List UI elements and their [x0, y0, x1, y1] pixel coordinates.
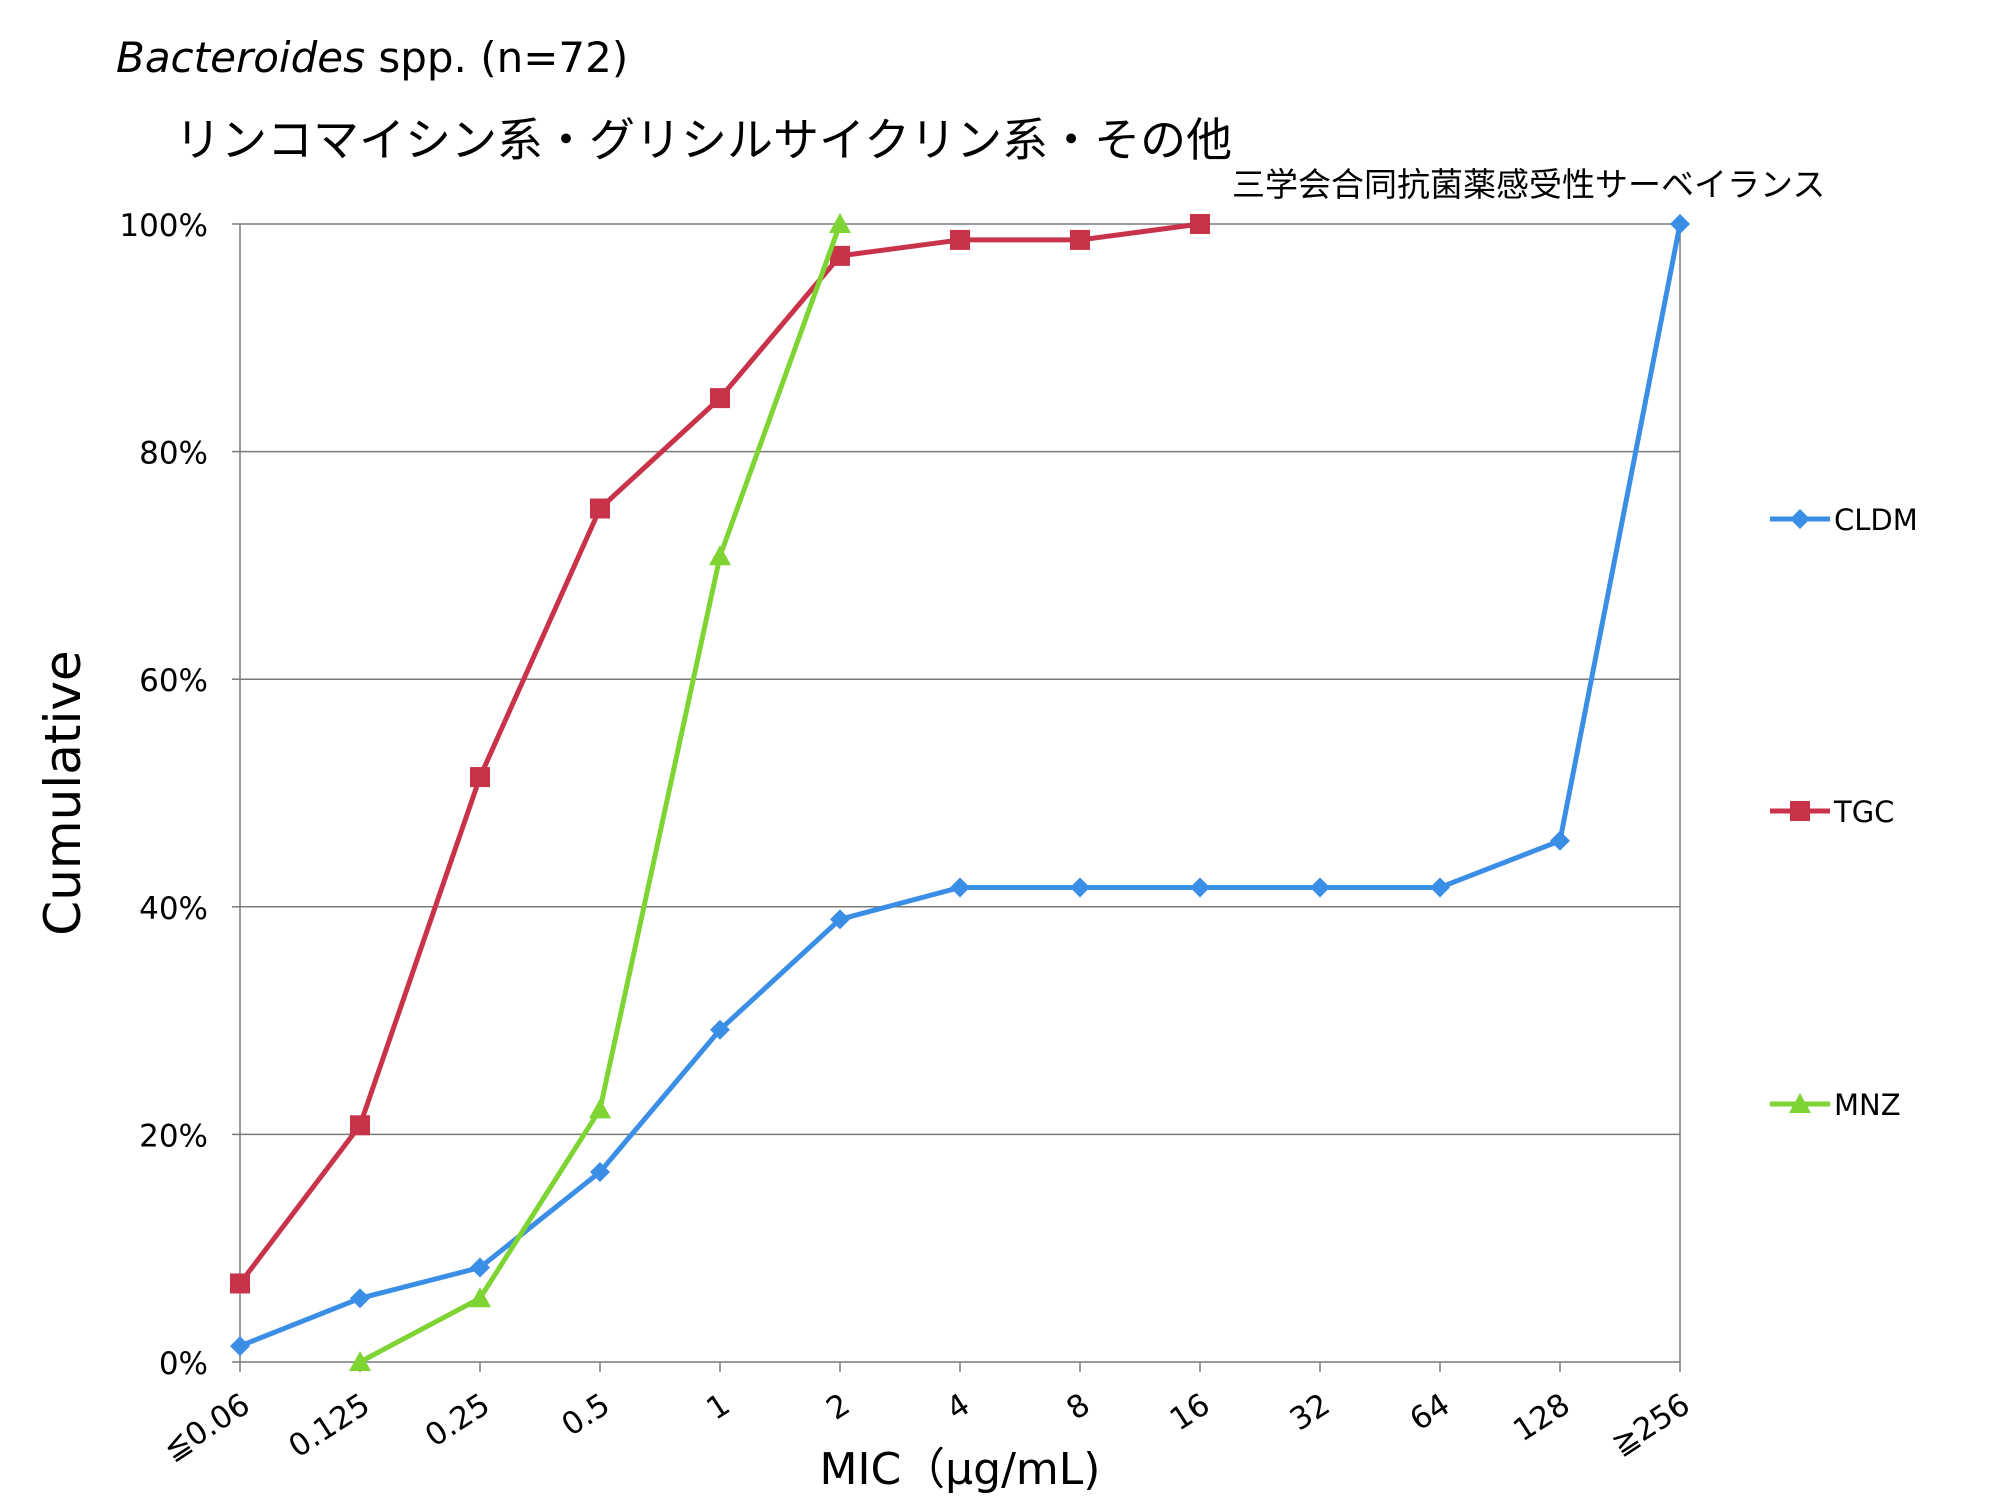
data-point-mnz [709, 545, 731, 566]
data-point-tgc [1190, 214, 1210, 234]
x-tick-label: 8 [1060, 1387, 1096, 1428]
plot-area: 0% 20% 40% 60% 80% 100% ≦0.06 0.125 0.25 0.5 1 2 4 8… [119, 208, 1696, 1468]
data-point-tgc [350, 1115, 370, 1136]
data-point-cldm [350, 1288, 370, 1309]
data-point-cldm [590, 1161, 610, 1182]
data-point-cldm [950, 877, 970, 898]
y-tick-label: 100% [119, 208, 208, 244]
chart-title-italic: Bacteroides [116, 33, 365, 82]
data-point-tgc [470, 767, 490, 788]
data-point-cldm [1310, 877, 1330, 898]
data-point-cldm [830, 909, 850, 930]
legend-swatch-marker [1789, 1093, 1811, 1113]
x-tick-label: 0.5 [555, 1387, 616, 1444]
data-point-mnz [589, 1098, 611, 1119]
source-note: 三学会合同抗菌薬感受性サーベイランス [1232, 165, 1825, 204]
y-tick-label: 60% [139, 663, 208, 699]
x-tick-label: 0.125 [282, 1387, 376, 1466]
y-tick-label: 80% [139, 436, 208, 472]
data-point-tgc [950, 229, 970, 250]
data-point-tgc [590, 498, 610, 519]
legend-swatch-marker [1790, 801, 1810, 821]
data-point-cldm [470, 1257, 490, 1278]
data-point-cldm [1190, 877, 1210, 898]
y-axis-ticks: 0% 20% 40% 60% 80% 100% [119, 208, 240, 1382]
legend-item-tgc: TGC [1770, 795, 1894, 829]
chart-title-plain: spp. (n=72) [365, 33, 628, 82]
data-point-cldm [1670, 214, 1690, 234]
x-tick-label: 4 [940, 1387, 976, 1428]
series-line-mnz [358, 223, 843, 1365]
series-mnz [349, 213, 851, 1371]
gridlines [240, 450, 1680, 1136]
series-line-cldm [239, 223, 1683, 1349]
data-point-cldm [710, 1019, 730, 1040]
y-axis-label: Cumulative [34, 650, 92, 935]
x-tick-label: 16 [1164, 1387, 1217, 1439]
data-point-tgc [830, 245, 850, 266]
data-point-tgc [230, 1273, 250, 1294]
x-tick-label: ≧256 [1605, 1387, 1696, 1464]
data-point-cldm [1550, 830, 1570, 851]
chart-title: Bacteroides spp. (n=72) [116, 33, 628, 82]
legend-item-cldm: CLDM [1770, 503, 1918, 537]
data-point-mnz [469, 1287, 491, 1308]
data-point-mnz [829, 213, 851, 233]
y-tick-label: 0% [159, 1346, 208, 1382]
legend-label: MNZ [1834, 1088, 1901, 1122]
y-tick-label: 20% [139, 1118, 208, 1154]
data-point-tgc [710, 388, 730, 409]
data-point-cldm [1430, 877, 1450, 898]
series-layer [230, 213, 1690, 1371]
x-tick-label: ≦0.06 [157, 1387, 256, 1469]
data-point-cldm [230, 1336, 250, 1357]
chart-subtitle: リンコマイシン系・グリシルサイクリン系・その他 [175, 113, 1232, 167]
x-tick-label: 64 [1404, 1387, 1457, 1439]
data-point-mnz [349, 1351, 371, 1371]
x-tick-label: 32 [1284, 1387, 1337, 1439]
y-tick-label: 40% [139, 891, 208, 927]
x-tick-label: 1 [700, 1387, 736, 1428]
x-tick-label: 0.25 [419, 1387, 497, 1455]
x-axis-label: MIC（μg/mL) [820, 1444, 1101, 1495]
plot-border [239, 223, 1681, 1363]
series-cldm [230, 214, 1690, 1357]
legend-item-mnz: MNZ [1770, 1088, 1901, 1122]
legend-label: TGC [1833, 795, 1894, 829]
series-tgc [230, 214, 1210, 1294]
x-tick-label: 128 [1507, 1387, 1576, 1449]
x-tick-label: 2 [820, 1387, 856, 1428]
series-line-tgc [238, 221, 1201, 1285]
data-point-cldm [1070, 877, 1090, 898]
data-point-tgc [1070, 229, 1090, 250]
legend-swatch-marker [1790, 509, 1810, 529]
legend: CLDM TGC MNZ [1770, 503, 1918, 1122]
legend-label: CLDM [1834, 503, 1918, 537]
